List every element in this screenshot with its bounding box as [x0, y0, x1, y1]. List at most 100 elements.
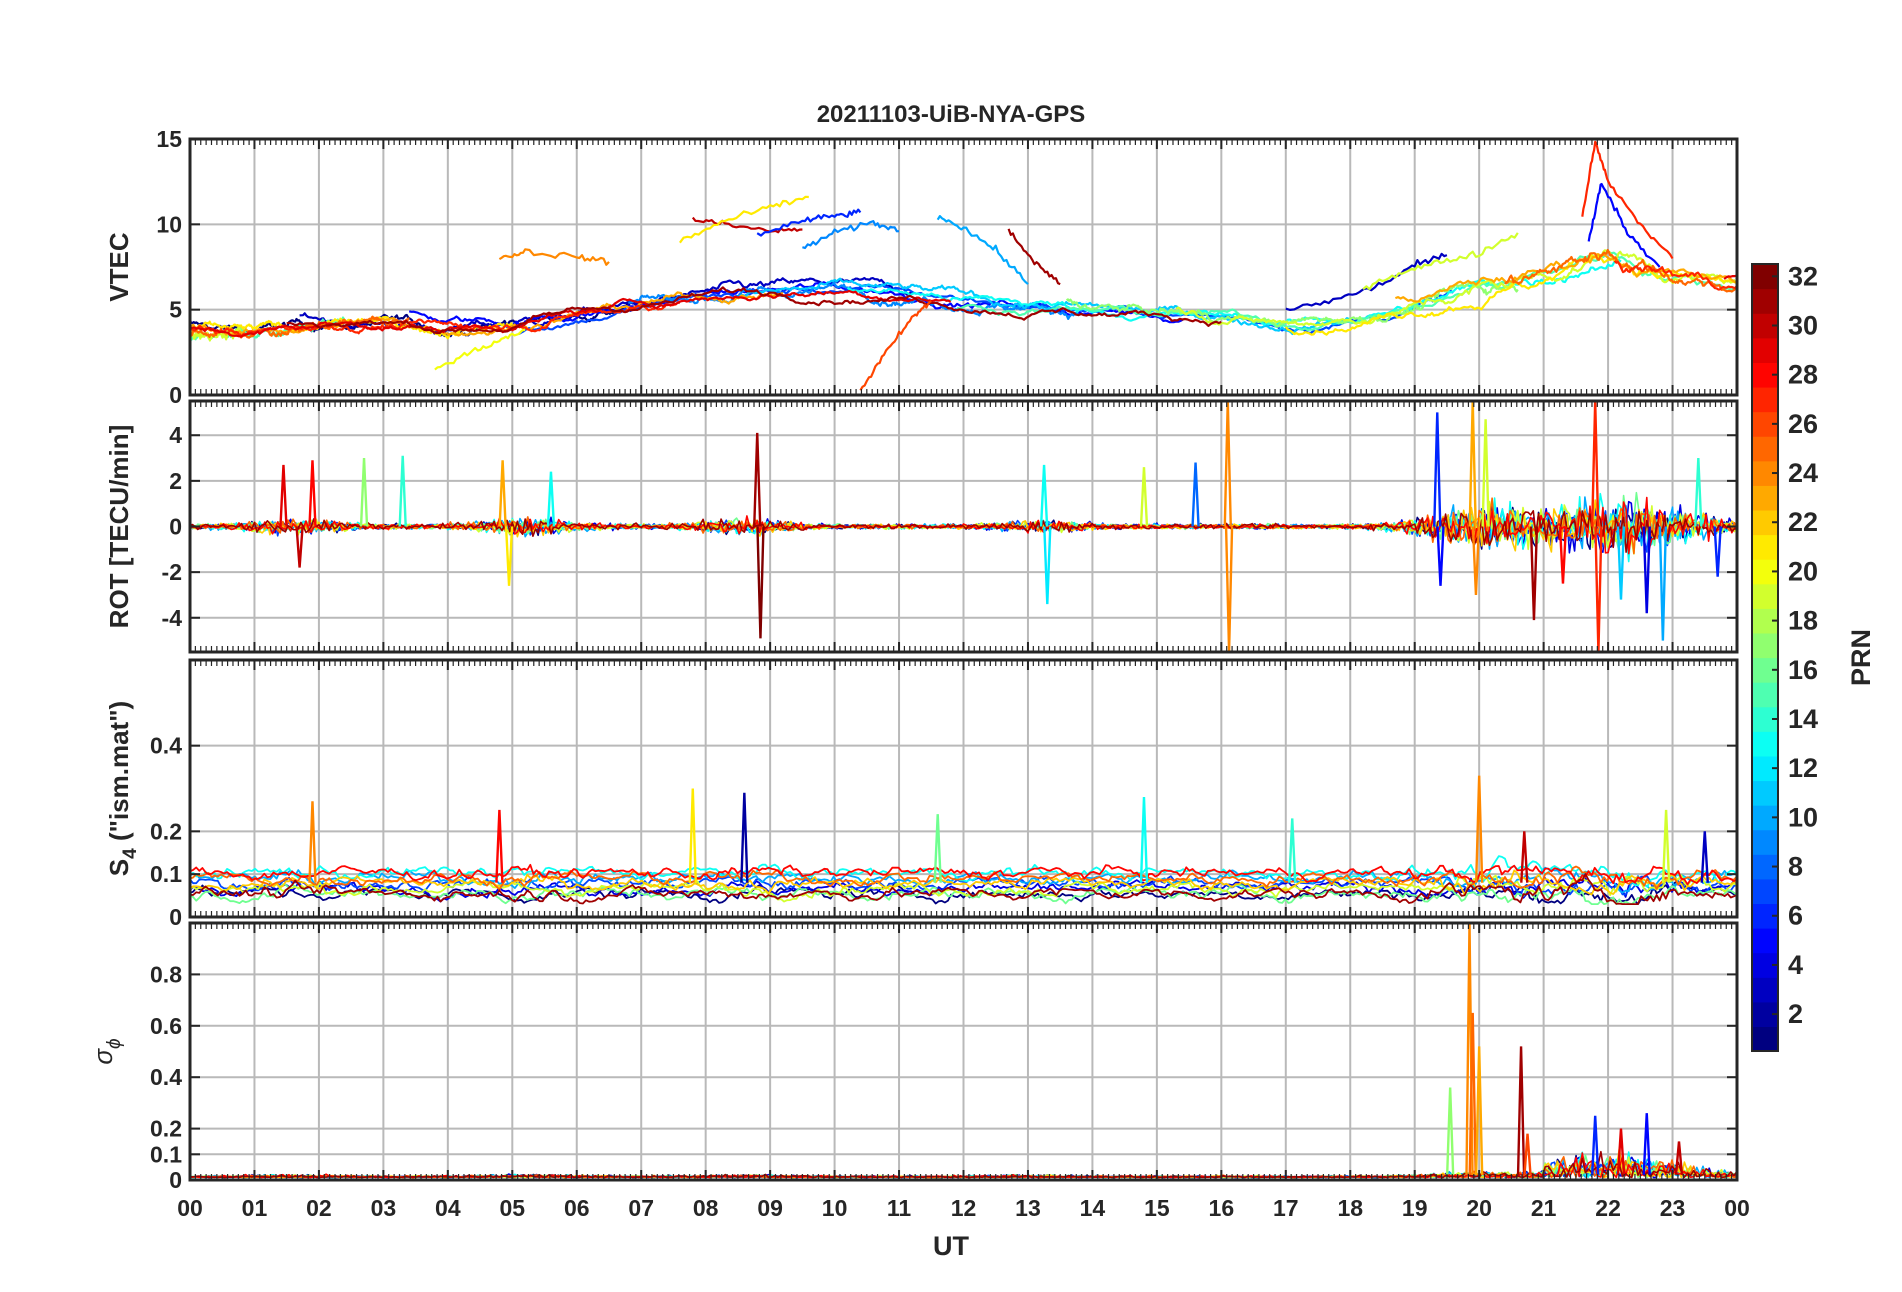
vtec-series-line: [1065, 280, 1519, 328]
x-axis-label: UT: [933, 1231, 969, 1261]
colorbar-step: [1752, 977, 1778, 1003]
colorbar-tick-label: 2: [1788, 999, 1803, 1029]
x-tick-label: 09: [757, 1195, 783, 1221]
sigma-phi-ytick-label: 0.1: [150, 1141, 182, 1167]
x-tick-label: 11: [887, 1195, 912, 1221]
s4-grid: [190, 660, 1737, 917]
vtec-highlight-line: [756, 208, 862, 237]
sigma-phi-ylabel-main: σ: [88, 1048, 118, 1065]
vtec-series-line: [1395, 253, 1737, 303]
colorbar-tick-label: 6: [1788, 901, 1803, 931]
s4-series-line: [190, 874, 1737, 903]
x-tick-label: 04: [435, 1195, 461, 1221]
x-tick-label: 17: [1273, 1195, 1299, 1221]
x-tick-label: 16: [1209, 1195, 1235, 1221]
sigma-phi-spike: [1516, 1046, 1526, 1175]
s4-spike: [308, 801, 317, 883]
s4-series-line: [190, 863, 1737, 886]
x-tick-label: 05: [499, 1195, 525, 1221]
colorbar-step: [1752, 485, 1778, 511]
rot-spike: [359, 457, 369, 527]
x-tick-label: 08: [693, 1195, 719, 1221]
s4-spike: [740, 792, 749, 883]
vtec-highlight-line: [1581, 140, 1674, 260]
rot-spike: [295, 526, 304, 568]
sigma-phi-ylabel-sub: ϕ: [104, 1038, 125, 1049]
rot-spike: [398, 455, 407, 527]
s4-ylabel: S4 ("ism.mat"): [104, 701, 141, 876]
colorbar-step: [1752, 386, 1778, 413]
x-tick-label: 01: [242, 1195, 268, 1221]
colorbar-tick-label: 22: [1788, 507, 1818, 537]
colorbar-steps: [1752, 264, 1778, 1052]
x-tick-label: 19: [1402, 1195, 1428, 1221]
x-tick-label: 07: [628, 1195, 654, 1221]
s4-ylabel-sub: 4: [120, 848, 141, 859]
vtec-highlight-line: [691, 216, 803, 234]
rot-spike: [1223, 401, 1232, 527]
sigma-phi-ytick-label: 0.2: [150, 1116, 182, 1142]
colorbar-tick-label: 32: [1788, 261, 1818, 291]
x-tick-label: 06: [564, 1195, 590, 1221]
x-tick-label: 13: [1015, 1195, 1041, 1221]
sigma-phi-spike: [1468, 1012, 1477, 1175]
x-tick-label: 10: [822, 1195, 848, 1221]
vtec-lines: [190, 140, 1737, 391]
sigma-phi-panel: 00.10.2 0.4 0.6 0.8 00 01 02 03 04 05 06 07 08 09 10 11…: [88, 921, 1750, 1221]
sigma-phi-ytick-label: 0.4: [150, 1064, 182, 1090]
rot-spike: [1590, 401, 1600, 527]
s4-series-line: [190, 883, 1737, 905]
colorbar-step: [1752, 534, 1778, 560]
rot-spike: [546, 471, 556, 527]
rot-ytick-label: -4: [162, 605, 183, 631]
vtec-series-line: [1723, 274, 1737, 280]
colorbar-step: [1752, 780, 1778, 806]
vtec-highlight-line: [1587, 182, 1661, 268]
rot-spike: [753, 432, 762, 527]
x-tick-label: 20: [1466, 1195, 1492, 1221]
colorbar-step: [1752, 829, 1778, 855]
sigma-phi-ytick-label: 0.8: [150, 961, 182, 987]
sigma-phi-spike: [1445, 1087, 1455, 1175]
vtec-grid: [190, 139, 1737, 395]
rot-spike: [1694, 457, 1703, 527]
rot-spike: [1468, 401, 1477, 527]
rot-spike: [1139, 467, 1149, 527]
colorbar-tick-label: 30: [1788, 310, 1818, 340]
vtec-series-line: [286, 286, 1222, 335]
vtec-ytick-label: 10: [156, 211, 182, 237]
sigma-phi-ticks: 00.10.2 0.4 0.6 0.8 00 01 02 03 04 05 06 07 08 09 10 11…: [150, 923, 1750, 1221]
vtec-highlight-line: [498, 248, 610, 266]
colorbar-label: PRN: [1846, 629, 1876, 686]
rot-ylabel: ROT [TECU/min]: [104, 425, 134, 629]
sigma-phi-ytick-label: 0.6: [150, 1013, 182, 1039]
vtec-highlight-line: [1362, 232, 1519, 291]
rot-spike: [1713, 526, 1722, 577]
vtec-panel: 0 5 10 15 VTEC: [104, 126, 1739, 408]
rot-spike: [1433, 412, 1442, 527]
sigma-phi-spike: [1523, 1133, 1532, 1175]
sigma-phi-ytick-label: 0: [169, 1167, 182, 1193]
s4-spike: [1520, 831, 1529, 883]
x-tick-label: 00: [177, 1195, 203, 1221]
s4-ytick-label: 0.1: [150, 861, 182, 887]
x-tick-label: 12: [951, 1195, 977, 1221]
colorbar-tick-label: 18: [1788, 606, 1818, 636]
colorbar-step: [1752, 878, 1778, 905]
colorbar-step: [1752, 288, 1778, 314]
colorbar-step: [1752, 928, 1778, 954]
rot-spike: [1558, 526, 1568, 584]
rot-spike: [1658, 526, 1668, 641]
rot-ytick-label: -2: [162, 559, 182, 585]
vtec-ytick-label: 5: [169, 297, 182, 323]
rot-spike: [1224, 526, 1234, 652]
vtec-highlight-line: [936, 215, 1029, 285]
colorbar-tick-label: 28: [1788, 360, 1818, 390]
rot-spike: [504, 526, 514, 586]
vtec-highlight-line: [1285, 252, 1448, 311]
vtec-ytick-label: 0: [169, 382, 182, 408]
sigma-phi-ylabel: σϕ: [88, 1038, 125, 1064]
